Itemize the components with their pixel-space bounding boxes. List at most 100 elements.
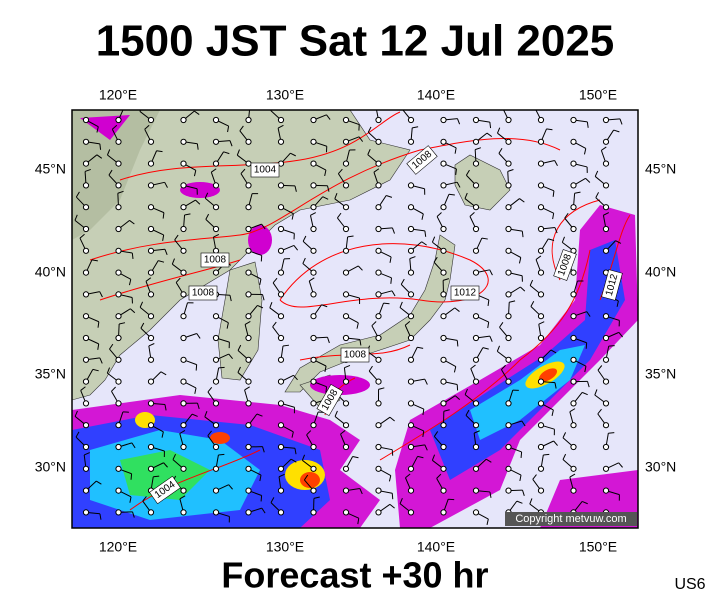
station — [246, 444, 251, 449]
station — [343, 226, 348, 231]
station — [571, 444, 576, 449]
station — [246, 161, 251, 166]
wind-barb-flag — [124, 107, 130, 108]
station — [376, 205, 381, 210]
station — [408, 423, 413, 428]
wind-barb-flag — [376, 104, 381, 107]
station — [376, 226, 381, 231]
station — [148, 423, 153, 428]
station — [246, 270, 251, 275]
station — [213, 357, 218, 362]
station — [181, 444, 186, 449]
lon-label: 120°E — [99, 87, 137, 103]
station — [278, 139, 283, 144]
isobar-label-text: 1004 — [254, 165, 277, 176]
lat-label: 30°N — [645, 459, 676, 475]
station — [83, 401, 88, 406]
station — [116, 314, 121, 319]
station — [538, 270, 543, 275]
station — [441, 117, 446, 122]
station — [83, 139, 88, 144]
station — [181, 423, 186, 428]
station — [603, 139, 608, 144]
wind-barb-flag — [391, 278, 392, 284]
lat-label: 40°N — [645, 264, 676, 280]
station — [538, 314, 543, 319]
station — [506, 314, 511, 319]
wind-barb-flag — [153, 476, 159, 477]
station — [83, 292, 88, 297]
station — [538, 488, 543, 493]
station — [83, 357, 88, 362]
station — [538, 335, 543, 340]
station — [538, 139, 543, 144]
station — [278, 466, 283, 471]
station — [506, 488, 511, 493]
station — [473, 117, 478, 122]
lat-label: 30°N — [35, 459, 66, 475]
station — [181, 488, 186, 493]
station — [538, 379, 543, 384]
station — [116, 270, 121, 275]
station — [603, 183, 608, 188]
station — [148, 379, 153, 384]
station — [441, 444, 446, 449]
station — [181, 270, 186, 275]
station — [408, 379, 413, 384]
station — [181, 205, 186, 210]
station — [538, 466, 543, 471]
station — [343, 423, 348, 428]
station — [376, 335, 381, 340]
station — [571, 139, 576, 144]
station — [571, 292, 576, 297]
station — [148, 205, 153, 210]
station — [603, 466, 608, 471]
isobar-label-text: 1008 — [344, 350, 367, 361]
station — [473, 488, 478, 493]
station — [213, 314, 218, 319]
lon-label: 140°E — [417, 539, 455, 555]
station — [473, 226, 478, 231]
station — [83, 423, 88, 428]
station — [311, 314, 316, 319]
station — [181, 466, 186, 471]
station — [116, 510, 121, 515]
station — [116, 401, 121, 406]
station — [441, 466, 446, 471]
station — [246, 183, 251, 188]
station — [83, 183, 88, 188]
station — [116, 248, 121, 253]
wind-barb-flag — [502, 103, 506, 107]
wind-barb-flag — [261, 495, 262, 501]
station — [473, 248, 478, 253]
station — [408, 466, 413, 471]
station — [116, 161, 121, 166]
station — [441, 510, 446, 515]
station — [148, 117, 153, 122]
station — [246, 423, 251, 428]
station — [441, 335, 446, 340]
station — [376, 379, 381, 384]
station — [571, 226, 576, 231]
station — [213, 183, 218, 188]
station — [376, 357, 381, 362]
station — [116, 183, 121, 188]
station — [506, 139, 511, 144]
station — [571, 314, 576, 319]
lon-label: 140°E — [417, 87, 455, 103]
station — [408, 444, 413, 449]
station — [376, 401, 381, 406]
station — [343, 510, 348, 515]
wind-barb-flag — [132, 253, 133, 259]
station — [278, 248, 283, 253]
station — [376, 444, 381, 449]
station — [148, 226, 153, 231]
station — [213, 226, 218, 231]
station — [213, 423, 218, 428]
station — [83, 270, 88, 275]
station — [246, 226, 251, 231]
station — [311, 161, 316, 166]
station — [538, 161, 543, 166]
station — [116, 139, 121, 144]
station — [376, 423, 381, 428]
